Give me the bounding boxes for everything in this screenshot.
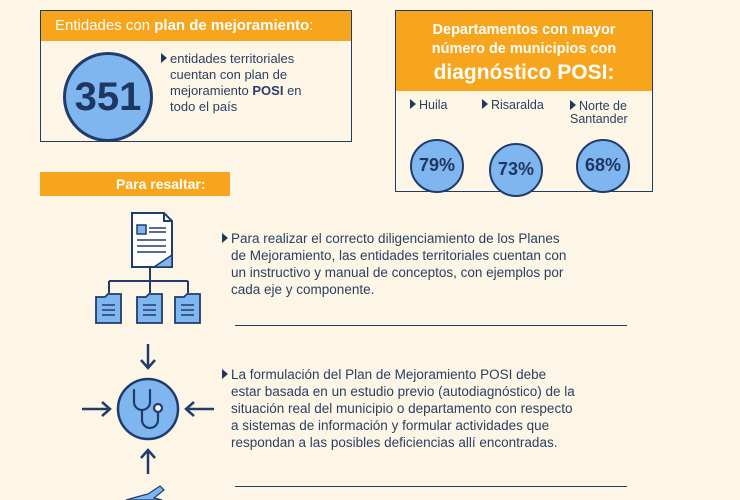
departamentos-card: Departamentos con mayor número de munici… [395, 10, 653, 197]
para-line: de Mejoramiento, las entidades territori… [231, 248, 567, 263]
dept-name: Huila [410, 99, 490, 112]
para-line: La formulación del Plan de Mejoramiento … [231, 367, 547, 382]
dept-name: Norte de [570, 100, 650, 113]
triangle-bullet-icon [222, 233, 228, 243]
dept-item: Risaralda [482, 99, 562, 112]
folder-icon [95, 293, 122, 324]
para-line: Para realizar el correcto diligenciamien… [231, 231, 560, 246]
header-bold-text: plan de mejoramiento [154, 17, 310, 34]
dept-item: Huila [410, 99, 490, 112]
header-lines: Departamentos con mayor número de munici… [396, 21, 652, 59]
desc-line: cuentan con plan de [170, 67, 288, 82]
header-line: Departamentos con mayor [432, 22, 616, 38]
departamentos-header: Departamentos con mayor número de munici… [396, 11, 652, 91]
document-icon [95, 212, 201, 324]
entidades-card: Entidades con plan de mejoramiento: 351 … [40, 10, 352, 142]
stethoscope-icon [82, 344, 214, 474]
divider [235, 325, 627, 326]
dept-name-text: Norte de [579, 99, 627, 113]
dept-name-text: Risaralda [491, 98, 544, 112]
triangle-bullet-icon [570, 100, 576, 110]
triangle-bullet-icon [222, 369, 228, 379]
dept-percent: 68% [576, 139, 630, 193]
dept-percent: 79% [410, 139, 464, 193]
para-line: respondan a las posibles deficiencias al… [231, 435, 558, 450]
dept-percent: 73% [489, 143, 543, 197]
entidades-header: Entidades con plan de mejoramiento: [41, 11, 351, 41]
folder-icon [136, 293, 163, 324]
para-line: a sistemas de información y formular act… [231, 418, 550, 433]
divider [235, 486, 627, 487]
folder-icon [174, 293, 201, 324]
dept-name: Risaralda [482, 99, 562, 112]
dept-item: Norte de Santander [570, 100, 650, 126]
entidades-count-circle: 351 [63, 52, 153, 142]
para-line: estar basada en un estudio previo (autod… [231, 384, 575, 399]
desc-text: mejoramiento [170, 83, 253, 98]
resaltar-label: Para resaltar: [40, 172, 230, 196]
header-text: Entidades con [55, 17, 155, 34]
triangle-bullet-icon [161, 53, 167, 63]
dept-name-text: Huila [419, 98, 448, 112]
arrow-icon [125, 485, 165, 500]
resaltar-paragraph-1: Para realizar el correcto diligenciamien… [222, 230, 642, 298]
header-line-large: diagnóstico POSI: [433, 61, 615, 84]
resaltar-paragraph-2: La formulación del Plan de Mejoramiento … [222, 366, 642, 451]
triangle-bullet-icon [410, 99, 416, 109]
para-line: situación real del municipio o departame… [231, 401, 573, 416]
entidades-description: entidades territoriales cuentan con plan… [161, 51, 341, 115]
para-line: cada eje y componente. [231, 282, 375, 297]
desc-line: todo el país [170, 99, 238, 114]
desc-line: entidades territoriales [170, 51, 295, 66]
header-line: número de municipios con [431, 41, 617, 57]
header-suffix: : [309, 17, 314, 34]
desc-text: en [283, 83, 302, 98]
triangle-bullet-icon [482, 99, 488, 109]
desc-line: mejoramiento POSI en [161, 83, 341, 99]
dept-name-text: Santander [570, 112, 628, 126]
para-line: un instructivo y manual de conceptos, co… [231, 265, 564, 280]
desc-bold: POSI [252, 83, 284, 98]
